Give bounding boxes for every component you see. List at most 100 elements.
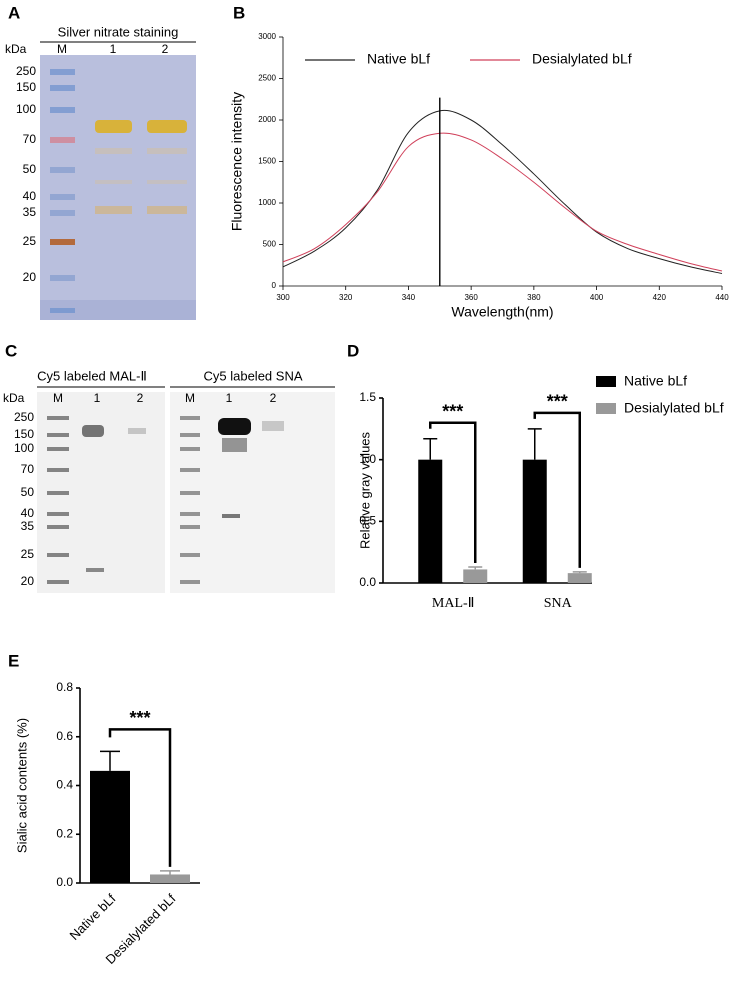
lane-label: 1 [226, 391, 233, 405]
error-bar [160, 870, 180, 875]
marker-label: 25 [21, 547, 35, 561]
y-tick-label: 0.0 [359, 575, 376, 589]
y-tick-label: 1500 [258, 157, 276, 166]
lane-label: 1 [110, 42, 117, 56]
sample-band [147, 120, 187, 133]
y-tick-label: 1000 [258, 198, 276, 207]
sample-band [95, 206, 132, 214]
ladder-band [50, 137, 75, 143]
ladder-band [180, 416, 200, 420]
ladder-band [50, 107, 75, 113]
legend-label: Native bLf [624, 373, 687, 389]
error-bar [468, 566, 483, 570]
lane-label: 1 [94, 391, 101, 405]
legend-swatch [596, 403, 616, 414]
error-bar [423, 437, 438, 460]
legend-label: Desialylated bLf [532, 51, 632, 67]
lane-label: M [185, 391, 195, 405]
x-tick-label: 360 [464, 293, 478, 302]
line-series [282, 109, 723, 275]
bar [150, 874, 190, 883]
y-axis-label: Sialic acid contents (%) [14, 718, 29, 853]
y-tick-label: 500 [263, 240, 277, 249]
sample-band [147, 206, 187, 214]
x-tick-label: 380 [527, 293, 541, 302]
y-tick-label: 1.5 [359, 390, 376, 404]
bar [90, 770, 130, 883]
ladder-band [180, 447, 200, 451]
ladder-band [47, 491, 69, 495]
significance-label: *** [547, 392, 568, 412]
x-tick-label: 440 [715, 293, 729, 302]
sample-band [82, 425, 104, 437]
marker-label: 25 [23, 234, 37, 248]
bar [463, 569, 488, 583]
marker-label: 40 [23, 189, 37, 203]
sample-band [262, 421, 284, 431]
x-tick-label: 340 [402, 293, 416, 302]
marker-label: 250 [14, 410, 34, 424]
x-tick-label: 400 [590, 293, 604, 302]
error-bar [572, 571, 587, 574]
marker-label: 150 [14, 427, 34, 441]
ladder-band [47, 525, 69, 529]
y-tick-label: 3000 [258, 32, 276, 41]
gel-title: Cy5 labeled MAL-Ⅱ [37, 368, 147, 383]
marker-label: 150 [16, 80, 36, 94]
gel-title: Silver nitrate staining [58, 24, 179, 39]
marker-label: 20 [21, 574, 35, 588]
ladder-band [47, 468, 69, 472]
ladder-band [180, 491, 200, 495]
sample-band [147, 148, 187, 154]
sample-band [86, 568, 104, 572]
sample-band [222, 438, 247, 452]
error-bar [100, 750, 120, 771]
lane-label: M [57, 42, 67, 56]
y-tick-label: 0.5 [359, 514, 376, 528]
ladder-band [47, 416, 69, 420]
bar [522, 459, 547, 583]
ladder-band [47, 447, 69, 451]
y-tick-label: 0.4 [56, 778, 73, 792]
y-tick-label: 2000 [258, 115, 276, 124]
x-tick-label: MAL-Ⅱ [432, 596, 475, 611]
panel-letter: C [5, 341, 17, 360]
marker-label: 40 [21, 506, 35, 520]
x-tick-label: 420 [653, 293, 667, 302]
error-bar [527, 428, 542, 460]
legend-label: Desialylated bLf [624, 400, 724, 416]
ladder-band [47, 553, 69, 557]
y-tick-label: 0.2 [56, 826, 73, 840]
ladder-band [47, 512, 69, 516]
x-tick-label: 320 [339, 293, 353, 302]
legend-label: Native bLf [367, 51, 430, 67]
ladder-band [50, 239, 75, 245]
marker-label: 70 [21, 462, 35, 476]
gel-unit: kDa [5, 42, 27, 56]
ladder-band [47, 433, 69, 437]
line-series [282, 132, 723, 272]
x-axis-label: Wavelength(nm) [451, 304, 553, 320]
x-tick-label: 300 [276, 293, 290, 302]
panel-letter: D [347, 341, 359, 360]
bar [418, 459, 443, 583]
lane-label: M [53, 391, 63, 405]
x-tick-label: SNA [544, 596, 573, 611]
sample-band [222, 514, 240, 518]
significance-label: *** [442, 401, 463, 421]
significance-bracket [533, 411, 581, 568]
y-tick-label: 0 [272, 281, 277, 290]
bar [567, 573, 592, 583]
lane-label: 2 [270, 391, 277, 405]
ladder-band [180, 553, 200, 557]
ladder-band [50, 210, 75, 216]
panel-letter: B [233, 3, 245, 22]
gel-title: Cy5 labeled SNA [204, 368, 303, 383]
ladder-band [50, 167, 75, 173]
ladder-band [47, 580, 69, 584]
sample-band [147, 180, 187, 184]
sample-band [95, 148, 132, 154]
ladder-band [50, 275, 75, 281]
marker-label: 50 [21, 485, 35, 499]
ladder-band [180, 433, 200, 437]
